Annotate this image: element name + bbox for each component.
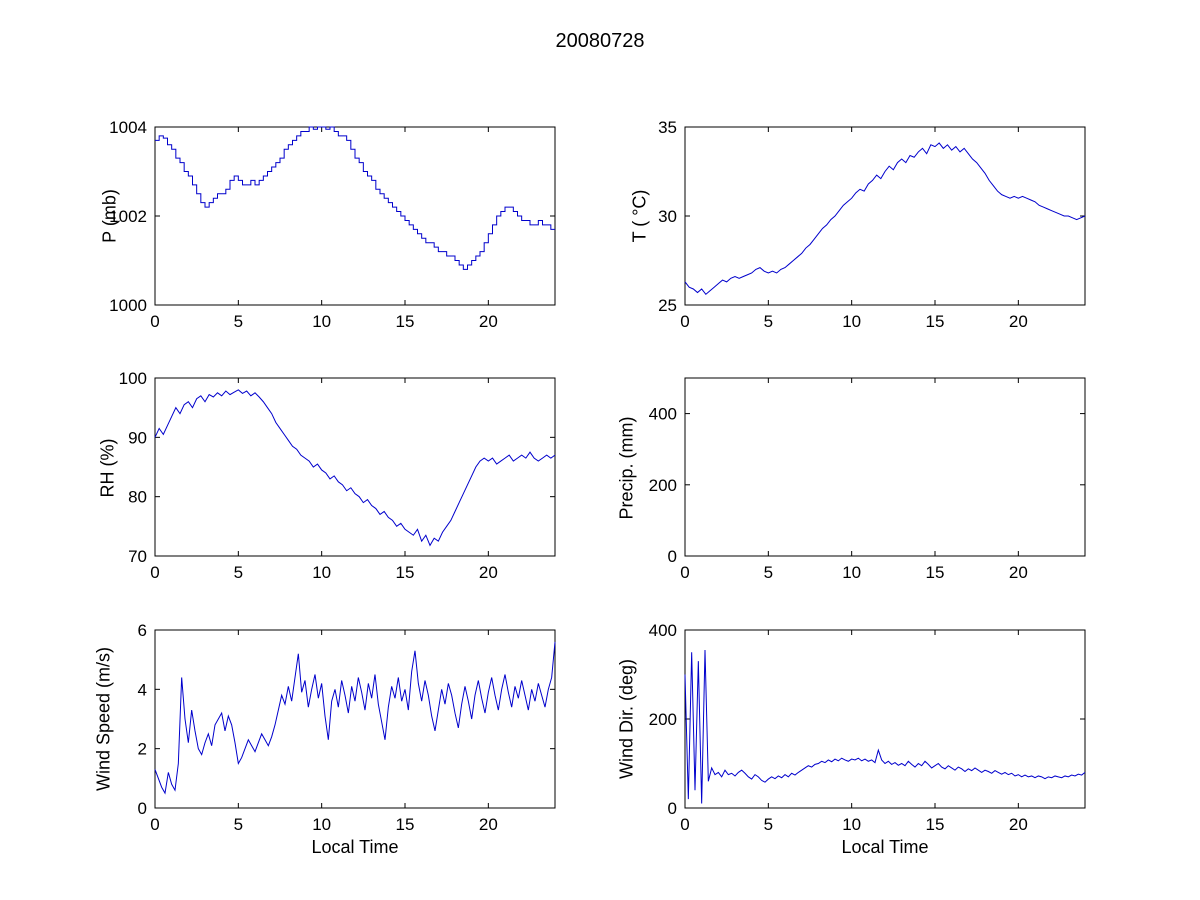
wind-direction-ylabel: Wind Dir. (deg) xyxy=(616,658,637,780)
svg-text:80: 80 xyxy=(128,488,147,507)
wind-speed-ylabel: Wind Speed (m/s) xyxy=(93,646,114,792)
svg-text:2: 2 xyxy=(138,740,147,759)
wind-direction-xlabel: Local Time xyxy=(841,837,929,857)
svg-text:5: 5 xyxy=(764,815,773,834)
temperature-ylabel: T ( °C) xyxy=(629,189,650,243)
pressure-ylabel: P (mb) xyxy=(99,189,120,243)
svg-text:10: 10 xyxy=(312,312,331,331)
svg-text:70: 70 xyxy=(128,547,147,566)
svg-text:0: 0 xyxy=(680,563,689,582)
svg-text:10: 10 xyxy=(312,563,331,582)
svg-text:5: 5 xyxy=(234,815,243,834)
svg-text:5: 5 xyxy=(234,563,243,582)
svg-text:5: 5 xyxy=(764,563,773,582)
svg-text:20: 20 xyxy=(479,815,498,834)
svg-text:10: 10 xyxy=(312,815,331,834)
svg-text:20: 20 xyxy=(479,563,498,582)
svg-text:90: 90 xyxy=(128,428,147,447)
svg-text:5: 5 xyxy=(234,312,243,331)
svg-text:15: 15 xyxy=(926,563,945,582)
temperature-chart: 0 5 10 15 20 25 30 35 xyxy=(658,118,1086,331)
svg-text:30: 30 xyxy=(658,207,677,226)
svg-text:0: 0 xyxy=(668,547,677,566)
wind-speed-chart: 0 5 10 15 20 0 2 4 6 xyxy=(138,621,556,834)
svg-text:0: 0 xyxy=(138,799,147,818)
svg-text:200: 200 xyxy=(649,710,677,729)
svg-text:4: 4 xyxy=(138,680,147,699)
pressure-chart: 0 5 10 15 20 1000 1002 1004 xyxy=(109,118,556,331)
svg-text:6: 6 xyxy=(138,621,147,640)
svg-text:25: 25 xyxy=(658,296,677,315)
svg-text:1004: 1004 xyxy=(109,118,147,137)
svg-text:400: 400 xyxy=(649,621,677,640)
svg-text:20: 20 xyxy=(479,312,498,331)
svg-text:0: 0 xyxy=(680,312,689,331)
svg-text:200: 200 xyxy=(649,476,677,495)
svg-text:15: 15 xyxy=(396,312,415,331)
svg-text:20: 20 xyxy=(1009,563,1028,582)
figure-title: 20080728 xyxy=(555,30,645,52)
svg-text:0: 0 xyxy=(668,799,677,818)
svg-text:10: 10 xyxy=(842,563,861,582)
svg-text:0: 0 xyxy=(680,815,689,834)
svg-text:10: 10 xyxy=(842,815,861,834)
svg-text:400: 400 xyxy=(649,405,677,424)
humidity-chart: 0 5 10 15 20 70 80 90 100 xyxy=(119,369,556,582)
svg-text:5: 5 xyxy=(764,312,773,331)
svg-text:35: 35 xyxy=(658,118,677,137)
svg-text:15: 15 xyxy=(926,312,945,331)
svg-text:10: 10 xyxy=(842,312,861,331)
svg-text:20: 20 xyxy=(1009,815,1028,834)
svg-text:1002: 1002 xyxy=(109,207,147,226)
svg-text:0: 0 xyxy=(150,815,159,834)
svg-text:0: 0 xyxy=(150,563,159,582)
svg-text:1000: 1000 xyxy=(109,296,147,315)
svg-text:15: 15 xyxy=(396,563,415,582)
wind-speed-xlabel: Local Time xyxy=(311,837,399,857)
svg-text:0: 0 xyxy=(150,312,159,331)
humidity-ylabel: RH (%) xyxy=(97,438,118,498)
svg-text:15: 15 xyxy=(396,815,415,834)
precipitation-ylabel: Precip. (mm) xyxy=(616,416,637,520)
svg-text:20: 20 xyxy=(1009,312,1028,331)
svg-text:100: 100 xyxy=(119,369,147,388)
svg-text:15: 15 xyxy=(926,815,945,834)
